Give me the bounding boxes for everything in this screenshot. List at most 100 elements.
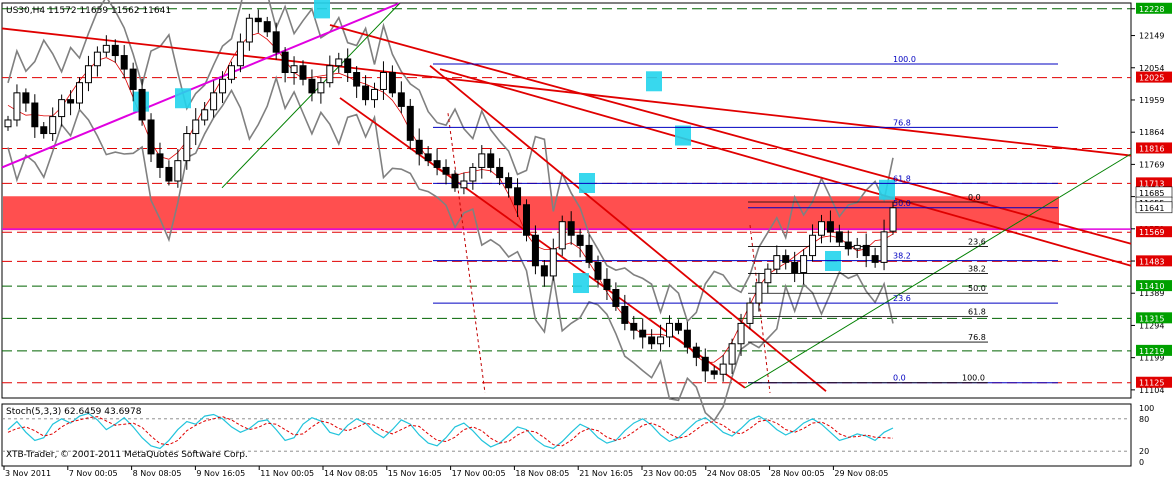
candle-body[interactable]: [674, 322, 682, 331]
candle-body[interactable]: [853, 244, 861, 250]
candle-body[interactable]: [67, 99, 75, 104]
candle-body[interactable]: [245, 17, 253, 43]
candle-body[interactable]: [800, 255, 808, 274]
candle-body[interactable]: [442, 166, 450, 175]
candle-body[interactable]: [666, 322, 674, 338]
candle-body[interactable]: [120, 55, 128, 70]
candle-body[interactable]: [84, 65, 92, 84]
candle-body[interactable]: [49, 116, 57, 135]
candle-body[interactable]: [514, 187, 522, 206]
candle-body[interactable]: [505, 177, 513, 189]
candle-body[interactable]: [433, 160, 441, 168]
candle-body[interactable]: [227, 65, 235, 80]
candle-body[interactable]: [576, 234, 584, 246]
candle-body[interactable]: [147, 119, 155, 155]
candle-body[interactable]: [710, 370, 718, 375]
candle-body[interactable]: [22, 92, 30, 104]
candle-body[interactable]: [317, 82, 325, 94]
candle-body[interactable]: [809, 234, 817, 257]
candle-body[interactable]: [755, 282, 763, 304]
candle-body[interactable]: [603, 278, 611, 291]
candle-body[interactable]: [379, 72, 387, 90]
candle-body[interactable]: [102, 44, 110, 53]
candle-body[interactable]: [174, 160, 182, 182]
candle-body[interactable]: [210, 92, 218, 111]
candle-body[interactable]: [192, 119, 200, 135]
candle-body[interactable]: [138, 88, 146, 121]
candle-body[interactable]: [156, 153, 164, 168]
candle-body[interactable]: [183, 133, 191, 162]
candle-body[interactable]: [40, 126, 48, 135]
candle-body[interactable]: [496, 166, 504, 179]
candle-body[interactable]: [826, 221, 834, 233]
candle-body[interactable]: [478, 153, 486, 168]
candle-body[interactable]: [639, 329, 647, 338]
candle-body[interactable]: [737, 322, 745, 345]
candle-body[interactable]: [594, 261, 602, 280]
candle-body[interactable]: [362, 85, 370, 101]
candle-body[interactable]: [791, 261, 799, 274]
candle-body[interactable]: [871, 255, 879, 263]
candle-body[interactable]: [558, 221, 566, 250]
candle-body[interactable]: [415, 139, 423, 155]
candle-body[interactable]: [567, 221, 575, 236]
candle-body[interactable]: [397, 92, 405, 107]
candle-body[interactable]: [13, 92, 21, 121]
candle-body[interactable]: [835, 231, 843, 243]
candle-body[interactable]: [612, 289, 620, 307]
candle-body[interactable]: [817, 221, 825, 236]
candle-body[interactable]: [889, 207, 897, 232]
candle-body[interactable]: [522, 204, 530, 236]
candle-body[interactable]: [701, 356, 709, 372]
candle-body[interactable]: [683, 329, 691, 348]
candle-body[interactable]: [585, 244, 593, 263]
candle-body[interactable]: [424, 153, 432, 162]
candle-body[interactable]: [290, 65, 298, 74]
candle-body[interactable]: [406, 105, 414, 141]
candle-body[interactable]: [165, 166, 173, 182]
candle-body[interactable]: [692, 346, 700, 358]
candle-body[interactable]: [782, 255, 790, 263]
candle-body[interactable]: [4, 119, 12, 128]
candle-body[interactable]: [254, 17, 262, 23]
candle-body[interactable]: [353, 72, 361, 87]
candle-body[interactable]: [219, 78, 227, 94]
candle-body[interactable]: [469, 166, 477, 182]
candle-body[interactable]: [335, 58, 343, 67]
candle-body[interactable]: [76, 82, 84, 104]
candle-body[interactable]: [236, 41, 244, 67]
candle-body[interactable]: [58, 99, 66, 118]
candle-body[interactable]: [308, 78, 316, 94]
candle-body[interactable]: [880, 231, 888, 263]
candle-body[interactable]: [764, 268, 772, 284]
candle-body[interactable]: [451, 173, 459, 189]
candle-body[interactable]: [344, 58, 352, 74]
candle-body[interactable]: [549, 248, 557, 277]
candle-body[interactable]: [657, 336, 665, 345]
candle-body[interactable]: [487, 153, 495, 168]
candle-body[interactable]: [531, 234, 539, 267]
candle-body[interactable]: [862, 244, 870, 257]
candle-body[interactable]: [326, 65, 334, 84]
candle-body[interactable]: [272, 31, 280, 53]
candle-body[interactable]: [263, 21, 271, 33]
candle-body[interactable]: [201, 109, 209, 121]
candle-body[interactable]: [621, 305, 629, 324]
candle-body[interactable]: [746, 302, 754, 324]
candle-body[interactable]: [31, 102, 39, 128]
candle-body[interactable]: [648, 336, 656, 345]
candle-body[interactable]: [719, 363, 727, 375]
candle-body[interactable]: [844, 241, 852, 250]
candle-body[interactable]: [371, 88, 379, 101]
candle-body[interactable]: [540, 265, 548, 277]
candle-body[interactable]: [129, 68, 137, 90]
candle-body[interactable]: [773, 255, 781, 270]
candle-body[interactable]: [388, 72, 396, 94]
candle-body[interactable]: [728, 343, 736, 365]
candle-body[interactable]: [630, 322, 638, 331]
candle-body[interactable]: [281, 51, 289, 74]
candle-body[interactable]: [93, 51, 101, 67]
candle-body[interactable]: [111, 44, 119, 57]
candle-body[interactable]: [460, 180, 468, 189]
